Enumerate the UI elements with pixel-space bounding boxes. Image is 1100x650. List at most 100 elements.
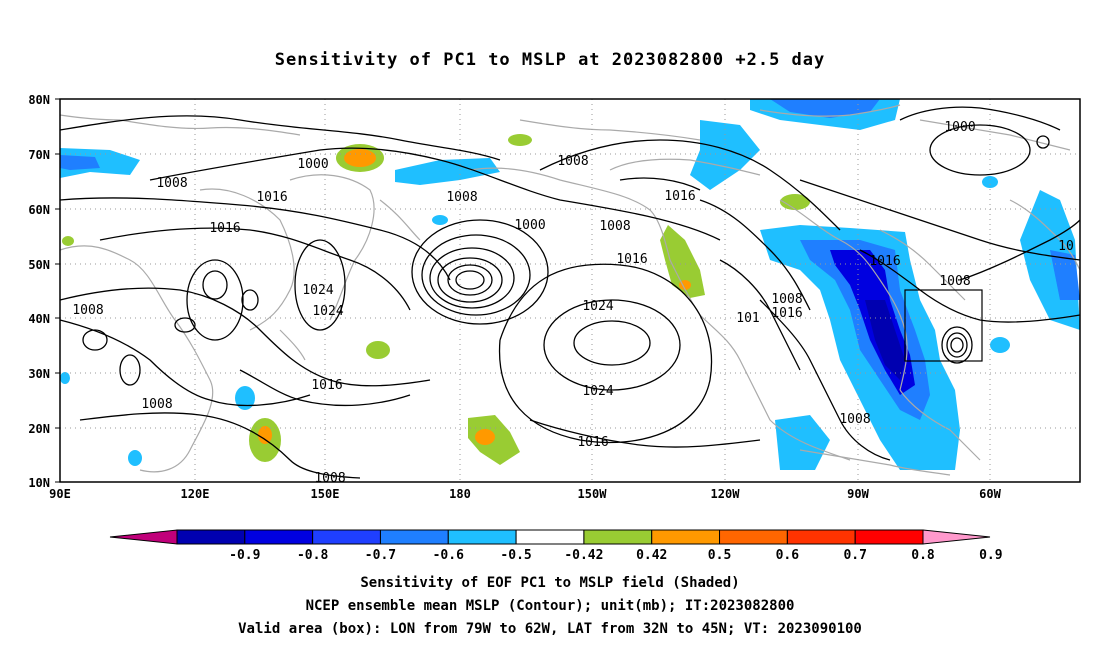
contour-label: 1008 xyxy=(557,154,588,169)
contour-label: 1008 xyxy=(771,292,802,307)
contour-label: 1024 xyxy=(302,283,333,298)
shade-neg-patch-5 xyxy=(982,176,998,188)
colorbar-swatch xyxy=(583,529,653,545)
colorbar-swatch xyxy=(854,529,924,545)
contour-label: 1016 xyxy=(311,378,342,393)
shade-pos-small-2 xyxy=(508,134,532,146)
colorbar-arrow-max xyxy=(922,529,991,545)
contour-label: 1024 xyxy=(312,304,343,319)
shade-neg-siberia-mid xyxy=(60,155,100,170)
lat-label-10n: 10N xyxy=(28,476,50,490)
colorbar-tick-label: 0.8 xyxy=(911,548,935,563)
contour-label: 1024 xyxy=(582,299,613,314)
colorbar-tick-label: -0.42 xyxy=(564,548,603,563)
contour-label: 10 xyxy=(1058,239,1074,254)
colorbar-tick-label: -0.5 xyxy=(500,548,531,563)
shade-pos-bc xyxy=(660,225,705,298)
shade-neg-patch-4 xyxy=(990,337,1010,353)
contour-label: 1016 xyxy=(256,190,287,205)
colorbar-swatch xyxy=(379,529,449,545)
colorbar-swatch xyxy=(176,529,246,545)
lat-label-50n: 50N xyxy=(28,258,50,272)
contour-label: 1008 xyxy=(141,397,172,412)
caption-line-1: Sensitivity of EOF PC1 to MSLP field (Sh… xyxy=(360,575,740,591)
shade-neg-patch-2 xyxy=(128,450,142,466)
contour-label: 1016 xyxy=(869,254,900,269)
lat-axis xyxy=(55,98,60,483)
lat-label-40n: 40N xyxy=(28,312,50,326)
coastlines xyxy=(59,104,1081,476)
shade-neg-bering xyxy=(395,158,500,185)
lat-labels: 80N 70N 60N 50N 40N 30N 20N 10N xyxy=(28,93,50,490)
lon-label-120e: 120E xyxy=(181,487,210,501)
colorbar-tick-label: 0.5 xyxy=(708,548,731,563)
colorbar-tick-label: 0.6 xyxy=(776,548,800,563)
lon-label-180: 180 xyxy=(449,487,471,501)
caption-line-2: NCEP ensemble mean MSLP (Contour); unit(… xyxy=(305,598,795,614)
shade-neg-siberia xyxy=(60,148,140,178)
colorbar-tick-label: 0.7 xyxy=(843,548,866,563)
lon-label-90e: 90E xyxy=(49,487,71,501)
colorbar-tick-label: 0.42 xyxy=(636,548,667,563)
colorbar-tick-label: -0.6 xyxy=(433,548,464,563)
caption-line-3: Valid area (box): LON from 79W to 62W, L… xyxy=(238,621,862,637)
colorbar-swatch xyxy=(719,529,788,545)
shade-pos-small-1 xyxy=(366,341,390,359)
colorbar-tick-label: 0.9 xyxy=(979,548,1002,563)
lon-label-150w: 150W xyxy=(578,487,608,501)
colorbar-swatch xyxy=(447,529,517,545)
shade-neg-patch-1 xyxy=(235,386,255,410)
shade-neg-natl-mid xyxy=(1050,250,1080,300)
lat-label-70n: 70N xyxy=(28,148,50,162)
contour-label: 1016 xyxy=(616,252,647,267)
contour-label: 1016 xyxy=(771,306,802,321)
shade-neg-arctic-mid xyxy=(770,99,880,118)
contour-labels: 1000 1008 1016 1024 1008 1016 1024 1008 … xyxy=(72,120,1073,486)
contour-label: 1008 xyxy=(314,471,345,486)
colorbar-tick-label: -0.7 xyxy=(365,548,396,563)
colorbar-swatch xyxy=(515,529,585,545)
shade-neg-east-us-deep xyxy=(865,300,905,380)
map-frame xyxy=(59,98,1081,483)
colorbar: -0.9 -0.8 -0.7 -0.6 -0.5 -0.42 0.42 0.5 0.6 0.7 0.… xyxy=(109,529,1003,563)
contour-label: 1000 xyxy=(514,218,545,233)
contour-label: 1008 xyxy=(939,274,970,289)
contour-label: 1000 xyxy=(944,120,975,135)
contour-label: 1000 xyxy=(297,157,328,172)
lat-label-20n: 20N xyxy=(28,422,50,436)
colorbar-swatch xyxy=(786,529,856,545)
contour-label: 1016 xyxy=(577,435,608,450)
lon-label-90w: 90W xyxy=(847,487,869,501)
shade-neg-patch-6 xyxy=(60,372,70,384)
shade-pos-small-3 xyxy=(780,194,810,210)
colorbar-swatch xyxy=(312,529,381,545)
shade-pos-phil-core xyxy=(258,426,272,444)
shade-pos-hawaii-core xyxy=(475,429,495,445)
lat-label-30n: 30N xyxy=(28,367,50,381)
shade-pos-small-4 xyxy=(62,236,74,246)
lat-label-60n: 60N xyxy=(28,203,50,217)
colorbar-tick-label: -0.8 xyxy=(297,548,328,563)
colorbar-arrow-min xyxy=(109,529,178,545)
lat-label-80n: 80N xyxy=(28,93,50,107)
lon-label-120w: 120W xyxy=(711,487,741,501)
mslp-contours xyxy=(59,106,1081,479)
lon-label-60w: 60W xyxy=(979,487,1001,501)
contour-label: 1016 xyxy=(664,189,695,204)
contour-label: 1008 xyxy=(156,176,187,191)
colorbar-swatch xyxy=(244,529,314,545)
lon-labels: 90E 120E 150E 180 150W 120W 90W 60W xyxy=(49,487,1001,501)
colorbar-tick-label: -0.9 xyxy=(229,548,260,563)
shade-neg-patch-3 xyxy=(432,215,448,225)
contour-label: 1024 xyxy=(582,384,613,399)
contour-label: 1008 xyxy=(599,219,630,234)
contour-label: 1016 xyxy=(209,221,240,236)
contour-label: 1008 xyxy=(446,190,477,205)
valid-area-box xyxy=(904,289,983,362)
contour-label: 1008 xyxy=(72,303,103,318)
colorbar-swatch xyxy=(651,529,721,545)
contour-label: 101 xyxy=(736,311,759,326)
contour-label: 1008 xyxy=(839,412,870,427)
grid-lines xyxy=(60,99,1080,482)
